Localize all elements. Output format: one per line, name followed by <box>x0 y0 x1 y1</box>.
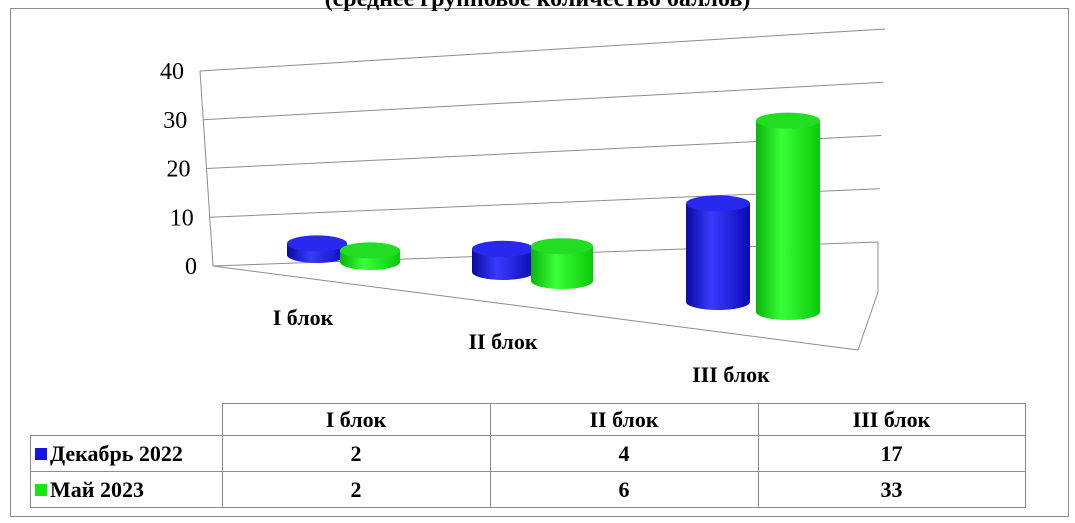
y-tick-label: 20 <box>167 157 191 183</box>
table-header: I блок <box>221 403 491 436</box>
table-header-row: I блок II блок III блок <box>30 403 1026 436</box>
gridline <box>203 81 884 121</box>
bar-body <box>531 246 593 289</box>
bar-top <box>340 242 400 259</box>
bar-green-2 <box>531 238 593 289</box>
bar-body <box>472 248 534 280</box>
table-cell: 6 <box>489 471 759 508</box>
table-row: Май 2023 2 6 33 <box>30 471 1026 508</box>
y-tick-label: 30 <box>163 108 187 134</box>
x-category-label: II блок <box>468 329 537 354</box>
table-row: Декабрь 2022 2 4 17 <box>30 435 1026 472</box>
legend-swatch-green <box>35 483 47 496</box>
bar-blue-3 <box>686 195 750 310</box>
bar-green-3 <box>756 112 820 320</box>
floor-front-edge <box>212 265 859 351</box>
series-label: Декабрь 2022 <box>50 440 183 466</box>
table-corner <box>30 403 223 436</box>
table-cell: 17 <box>757 435 1026 472</box>
bar-top <box>287 235 347 252</box>
left-wall-edge <box>199 70 214 267</box>
gridline <box>199 28 886 72</box>
x-category-label: I блок <box>273 305 334 330</box>
y-tick-label: 10 <box>170 205 194 231</box>
bar-blue-2 <box>472 240 534 280</box>
x-category-label: III блок <box>692 362 770 387</box>
floor-right-edge <box>857 291 879 351</box>
bar-green-1 <box>340 242 400 270</box>
bar-top <box>756 112 820 129</box>
series-label-cell: Май 2023 <box>30 471 223 508</box>
bar-top <box>531 238 593 255</box>
series-label-cell: Декабрь 2022 <box>30 435 223 472</box>
table-cell: 33 <box>757 471 1026 508</box>
bar-body <box>756 120 820 320</box>
plot-area: 0 10 20 30 40 I блок II блок III блок <box>160 28 886 387</box>
bar-top <box>686 195 750 212</box>
table-header: II блок <box>489 403 759 436</box>
y-tick-label: 0 <box>185 254 197 280</box>
y-tick-label: 40 <box>160 59 184 85</box>
bar-body <box>686 203 750 310</box>
table-cell: 2 <box>221 435 491 472</box>
bar-top <box>472 240 534 257</box>
bar-blue-1 <box>287 235 347 263</box>
table-header: III блок <box>757 403 1026 436</box>
data-table: I блок II блок III блок Декабрь 2022 2 4… <box>30 403 1026 508</box>
chart-title: (среднее групповое количество баллов) <box>0 0 1075 13</box>
legend-swatch-blue <box>35 447 47 460</box>
table-cell: 2 <box>221 471 491 508</box>
table-cell: 4 <box>489 435 759 472</box>
series-label: Май 2023 <box>50 476 144 502</box>
